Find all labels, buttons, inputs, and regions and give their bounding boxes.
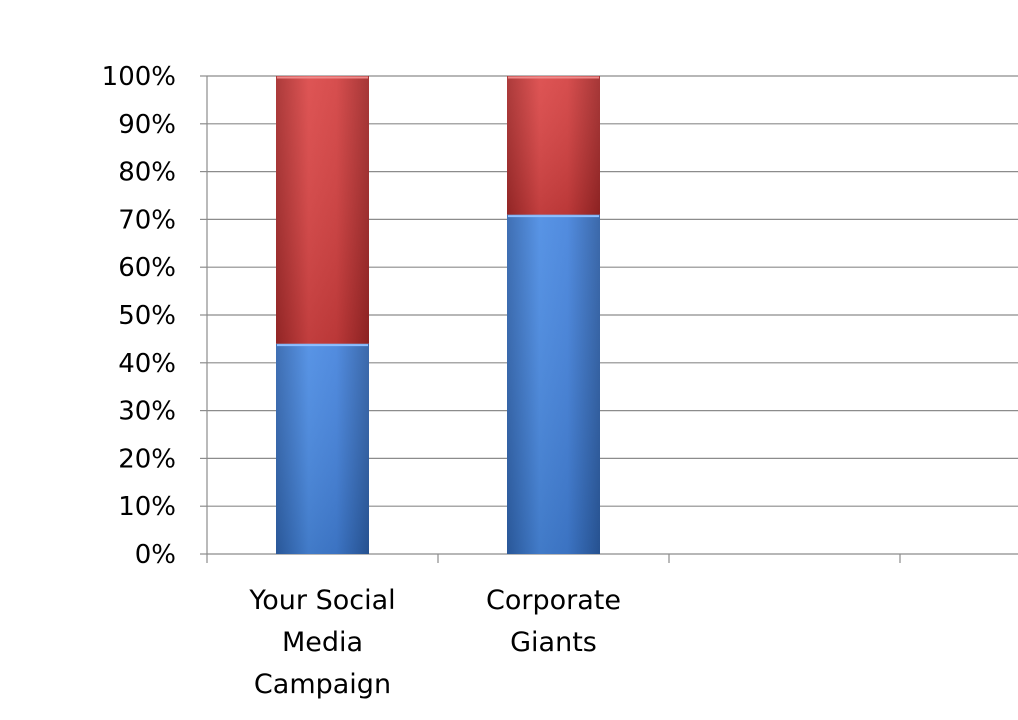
bar-shading [276,343,369,554]
y-tick-label: 80% [118,158,176,188]
y-tick-label: 20% [118,444,176,474]
y-tick-label: 0% [135,540,176,570]
bars [276,76,600,554]
x-category-label: Media [282,627,363,658]
x-category-label: Corporate [486,585,621,616]
y-tick-label: 90% [118,110,176,140]
y-tick-label: 70% [118,205,176,235]
y-tick-label: 100% [102,62,176,92]
bar-shading [507,214,600,554]
x-category-label: Your Social [248,585,395,616]
y-tick-label: 50% [118,301,176,331]
x-category-label: Giants [510,627,597,658]
y-tick-label: 10% [118,492,176,522]
bar-shading [276,76,369,344]
y-tick-label: 40% [118,349,176,379]
x-category-label: Campaign [254,669,391,700]
y-tick-label: 60% [118,253,176,283]
y-tick-label: 30% [118,397,176,427]
bar-shading [507,76,600,215]
axes [200,75,1018,563]
y-axis-tick-labels: 0% 10% 20% 30% 40% 50% 60% 70% 80% 90% 100% [102,62,176,570]
x-axis-category-labels: Your Social Media Campaign Corporate Giants [248,585,621,700]
